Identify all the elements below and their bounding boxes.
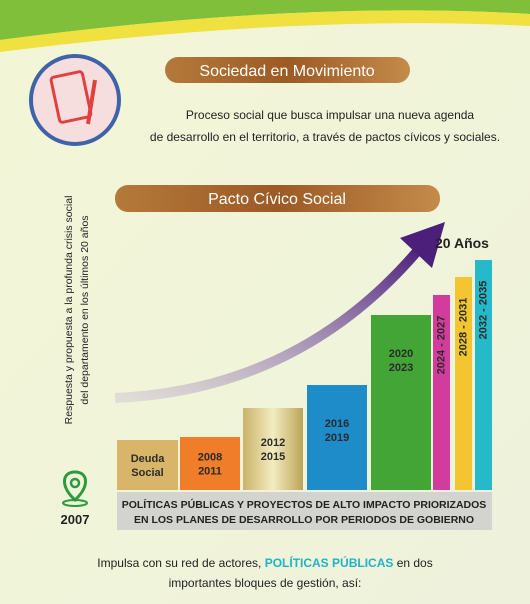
period-bar <box>180 437 240 490</box>
period-label: 2028 - 2031 <box>458 298 470 357</box>
growth-arrow <box>114 244 424 403</box>
period-bar <box>433 295 450 490</box>
top-swoosh <box>0 0 530 40</box>
notebook-icon <box>49 70 93 124</box>
period-label: 2015 <box>261 451 285 463</box>
top-swoosh <box>0 10 530 53</box>
notebook-icon <box>29 54 121 146</box>
description: Proceso social que busca impulsar una nu… <box>186 108 475 122</box>
location-pin <box>63 470 87 503</box>
period-bar <box>475 260 492 490</box>
period-label: 2016 <box>325 418 349 430</box>
period-label: 2008 <box>198 452 222 464</box>
period-label: 2020 <box>389 348 413 360</box>
subtitle-pill <box>115 185 440 212</box>
period-bar <box>371 315 431 490</box>
period-label: 2023 <box>389 362 413 374</box>
highlight: POLÍTICAS PÚBLICAS <box>265 555 394 570</box>
location-pin <box>69 477 81 489</box>
closing-text: Impulsa con su red de actores, <box>97 556 264 570</box>
horizon: 20 Años <box>435 235 489 251</box>
closing-text: en dos <box>393 556 432 570</box>
arrow-head <box>400 222 445 268</box>
location-pin <box>62 499 88 507</box>
period-bar <box>243 408 303 490</box>
period-bar <box>455 277 472 490</box>
period-label: Deuda <box>131 453 166 465</box>
footer-text: EN LOS PLANES DE DESARROLLO POR PERIODOS… <box>134 514 474 526</box>
period-label: 2032 - 2035 <box>478 281 490 340</box>
title-pill <box>165 57 410 83</box>
side-text: del departamento en los últimos 20 años <box>79 215 91 404</box>
pencil-icon <box>86 79 97 125</box>
period-bar <box>117 440 178 490</box>
period-label: Social <box>131 467 163 479</box>
footer-box <box>117 492 492 530</box>
period-label: 2012 <box>261 437 285 449</box>
period-label: 2024 - 2027 <box>436 316 448 375</box>
closing-text: importantes bloques de gestión, así: <box>169 576 362 590</box>
period-label: 2011 <box>198 466 222 478</box>
period-bar <box>307 385 367 490</box>
closing-text: Impulsa con su red de actores, POLÍTICAS… <box>97 555 432 570</box>
subtitle: Pacto Cívico Social <box>208 191 346 208</box>
side-text: Respuesta y propuesta a la profunda cris… <box>63 196 75 425</box>
description: de desarrollo en el territorio, a través… <box>150 130 500 144</box>
title: Sociedad en Movimiento <box>199 63 374 80</box>
start-year: 2007 <box>61 512 90 527</box>
period-label: 2019 <box>325 432 349 444</box>
footer-text: POLÍTICAS PÚBLICAS Y PROYECTOS DE ALTO I… <box>122 498 487 511</box>
